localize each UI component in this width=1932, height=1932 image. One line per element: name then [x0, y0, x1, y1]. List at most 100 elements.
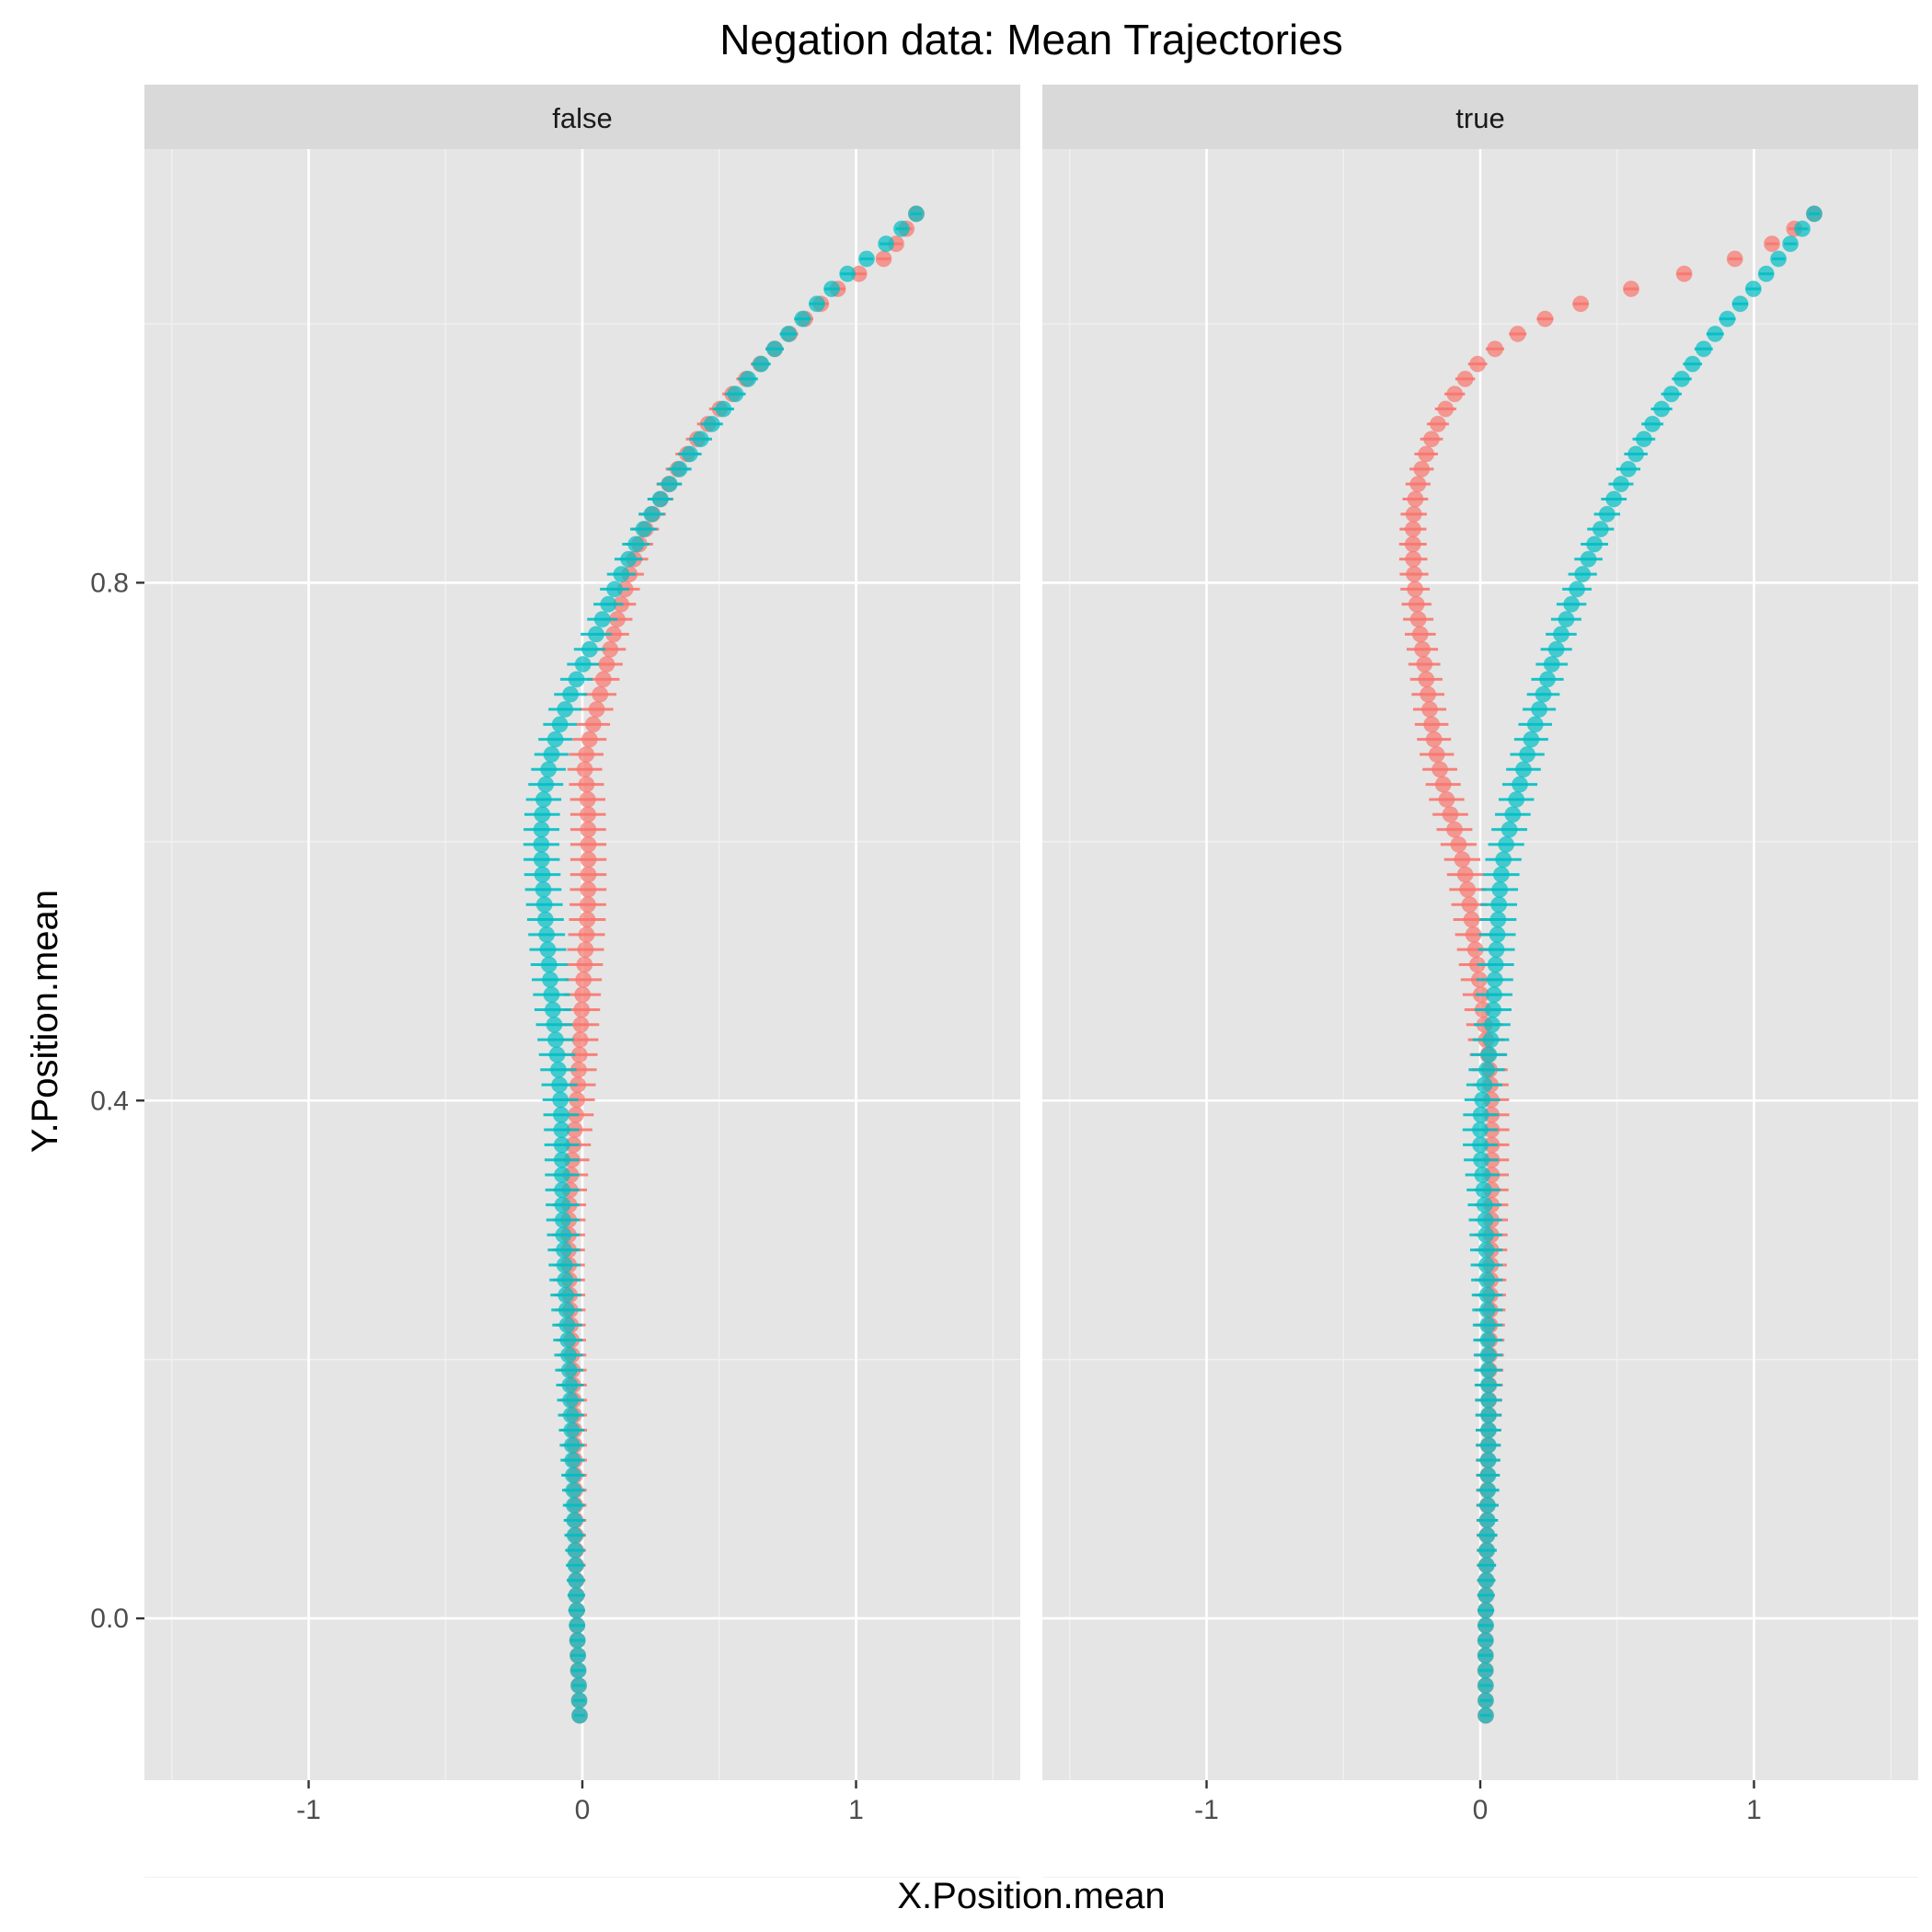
data-point [568, 671, 585, 688]
data-point [554, 1196, 571, 1213]
data-point [1605, 490, 1623, 508]
data-point [1547, 640, 1565, 658]
data-point [544, 1001, 561, 1018]
data-point [753, 355, 770, 373]
data-point [1744, 280, 1762, 297]
x-tick-label: -1 [1194, 1795, 1219, 1825]
data-point [635, 521, 652, 538]
data-point [1598, 505, 1616, 523]
data-point [1437, 400, 1455, 418]
data-point [1477, 1662, 1494, 1679]
data-point [533, 851, 550, 868]
data-point [875, 250, 892, 268]
data-point [1479, 1376, 1497, 1394]
x-tick-label: 0 [575, 1795, 591, 1825]
data-point [563, 1436, 581, 1454]
x-tick-label: 1 [848, 1795, 864, 1825]
data-point [1478, 1301, 1496, 1318]
data-point [839, 265, 857, 282]
data-point [1477, 1616, 1494, 1634]
data-point [594, 671, 612, 688]
data-point [553, 1167, 570, 1184]
panel-true: true -1 0 1 [1042, 85, 1918, 1879]
data-point [535, 790, 552, 808]
data-point [1488, 941, 1505, 959]
data-point [1465, 926, 1482, 943]
data-point [534, 866, 551, 883]
y-tick-label: 0.4 [90, 1086, 129, 1116]
data-point [1635, 431, 1652, 448]
data-point [549, 1061, 567, 1078]
data-point [542, 971, 559, 988]
data-point [1574, 566, 1592, 583]
data-point [584, 716, 602, 733]
data-point [1558, 611, 1575, 628]
data-point [556, 1256, 573, 1273]
data-point [587, 626, 604, 643]
data-point [580, 835, 597, 853]
data-point [553, 1151, 570, 1168]
data-point [566, 1512, 583, 1529]
data-point [1492, 866, 1510, 883]
data-point [1478, 1286, 1496, 1304]
data-point [1479, 1331, 1497, 1349]
data-point [568, 1587, 585, 1604]
data-point [1536, 310, 1554, 328]
data-point [559, 1331, 577, 1349]
data-point [740, 370, 757, 387]
data-point [1478, 1256, 1495, 1273]
data-point [1731, 295, 1749, 313]
data-point [1461, 896, 1478, 914]
data-point [1653, 400, 1671, 418]
data-point [1434, 776, 1452, 793]
data-point [1445, 821, 1463, 838]
data-point [1411, 626, 1429, 643]
data-point [1409, 611, 1427, 628]
facet-strip [1042, 85, 1918, 149]
data-point [1477, 1647, 1494, 1664]
data-point [535, 880, 552, 898]
data-point [1480, 1046, 1498, 1064]
data-point [1450, 835, 1467, 853]
data-point [555, 1226, 572, 1244]
data-point [569, 1647, 587, 1664]
data-point [600, 595, 617, 613]
data-point [1479, 1317, 1497, 1334]
data-point [1485, 986, 1502, 1004]
data-point [620, 550, 638, 568]
data-point [554, 1211, 571, 1228]
data-point [543, 745, 560, 763]
data-point [560, 1362, 578, 1379]
data-point [1418, 445, 1435, 463]
data-point [578, 776, 595, 793]
data-point [1695, 340, 1712, 358]
data-point [1442, 806, 1459, 823]
data-point [1477, 1707, 1494, 1724]
data-point [1405, 550, 1422, 568]
data-point [1478, 1512, 1496, 1529]
data-point [1414, 640, 1432, 658]
data-point [569, 1632, 586, 1650]
data-point [1421, 701, 1439, 719]
data-point [551, 716, 569, 733]
data-point [539, 941, 557, 959]
data-point [1472, 1136, 1489, 1154]
data-point [1726, 250, 1743, 268]
x-tick-label: 1 [1746, 1795, 1762, 1825]
data-point [1673, 370, 1690, 387]
data-point [1580, 550, 1597, 568]
data-point [1476, 1196, 1493, 1213]
data-point [565, 1481, 582, 1499]
data-point [558, 1286, 575, 1304]
data-point [1644, 415, 1662, 432]
data-point [1459, 880, 1477, 898]
data-point [1662, 385, 1680, 403]
data-point [574, 986, 592, 1004]
data-point [1438, 790, 1455, 808]
chart-title: Negation data: Mean Trajectories [719, 16, 1343, 63]
panels-layer: false -1 0 1 true -1 0 1 [144, 85, 1918, 1879]
data-point [1782, 236, 1800, 253]
data-point [565, 1497, 582, 1514]
data-point [1475, 1181, 1492, 1199]
data-point [1805, 205, 1823, 223]
